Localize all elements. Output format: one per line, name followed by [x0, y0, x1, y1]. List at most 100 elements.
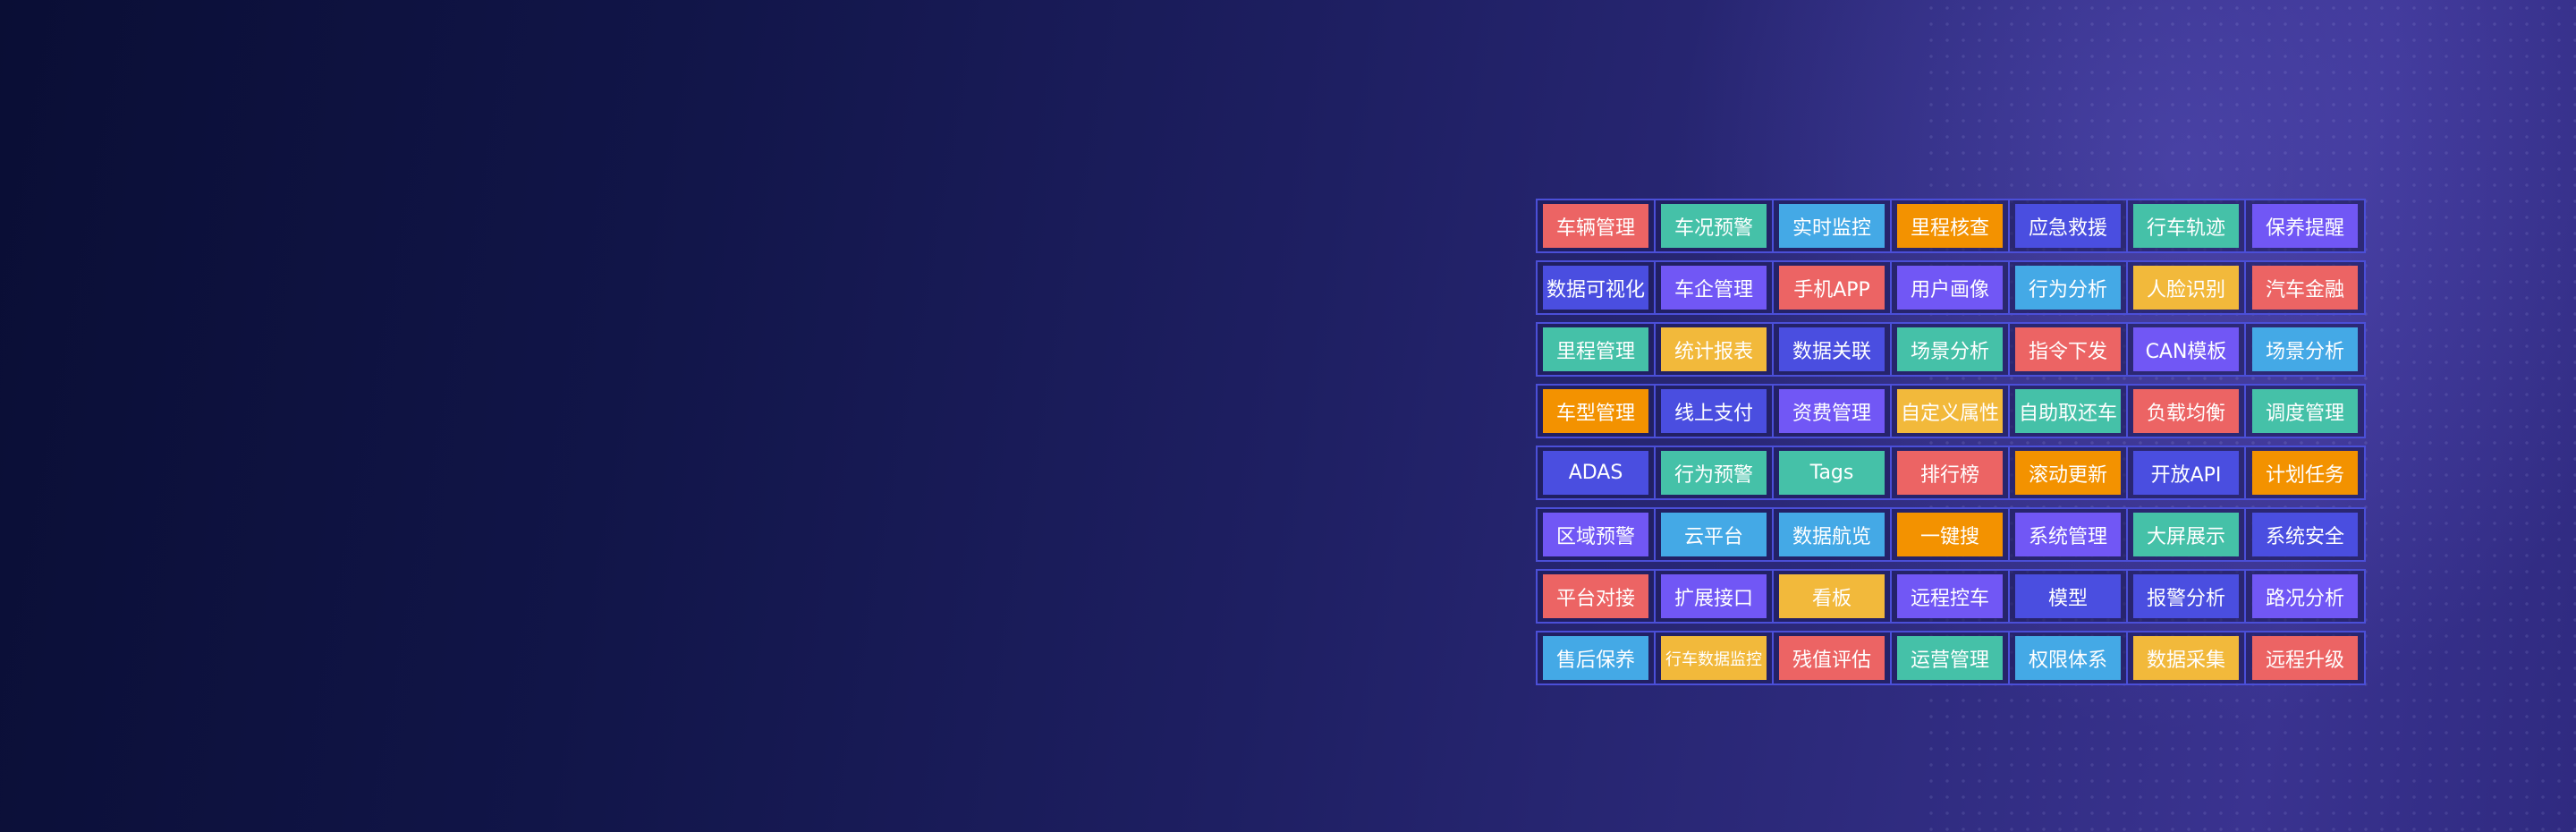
feature-tag[interactable]: 系统安全	[2252, 513, 2358, 556]
feature-tag[interactable]: 行车轨迹	[2133, 204, 2239, 248]
feature-tag[interactable]: 数据航览	[1779, 513, 1885, 556]
tag-cell: 远程控车	[1892, 571, 2010, 622]
tag-cell: 数据关联	[1774, 324, 1892, 375]
tag-cell: 大屏展示	[2128, 509, 2246, 560]
tag-cell: 车型管理	[1538, 386, 1656, 437]
feature-tag[interactable]: 车企管理	[1661, 266, 1767, 310]
feature-tag[interactable]: 云平台	[1661, 513, 1767, 556]
feature-tag[interactable]: 里程核查	[1897, 204, 2003, 248]
feature-tag[interactable]: 滚动更新	[2015, 451, 2121, 495]
tag-cell: 行为预警	[1656, 447, 1774, 498]
feature-tag[interactable]: 里程管理	[1543, 327, 1648, 371]
feature-tag[interactable]: 平台对接	[1543, 574, 1648, 618]
feature-tag[interactable]: 场景分析	[2252, 327, 2358, 371]
feature-tag[interactable]: 残值评估	[1779, 636, 1885, 680]
feature-tag[interactable]: 远程控车	[1897, 574, 2003, 618]
feature-tag[interactable]: 自助取还车	[2015, 389, 2121, 433]
tag-cell: 人脸识别	[2128, 262, 2246, 313]
tag-cell: 车辆管理	[1538, 200, 1656, 251]
feature-tag[interactable]: 用户画像	[1897, 266, 2003, 310]
feature-tag[interactable]: 大屏展示	[2133, 513, 2239, 556]
feature-tag[interactable]: 模型	[2015, 574, 2121, 618]
feature-tag[interactable]: 指令下发	[2015, 327, 2121, 371]
feature-tag[interactable]: 运营管理	[1897, 636, 2003, 680]
feature-tag[interactable]: 看板	[1779, 574, 1885, 618]
feature-tag[interactable]: 统计报表	[1661, 327, 1767, 371]
feature-tag[interactable]: 资费管理	[1779, 389, 1885, 433]
tag-cell: 线上支付	[1656, 386, 1774, 437]
feature-tag[interactable]: 车况预警	[1661, 204, 1767, 248]
tag-cell: 场景分析	[2246, 324, 2364, 375]
feature-tag[interactable]: 开放API	[2133, 451, 2239, 495]
feature-tag[interactable]: CAN模板	[2133, 327, 2239, 371]
tag-cell: 应急救援	[2010, 200, 2128, 251]
feature-tag[interactable]: ADAS	[1543, 451, 1648, 495]
tag-cell: 滚动更新	[2010, 447, 2128, 498]
feature-tag[interactable]: 远程升级	[2252, 636, 2358, 680]
tag-cell: 统计报表	[1656, 324, 1774, 375]
feature-tag[interactable]: Tags	[1779, 451, 1885, 495]
tag-cell: 运营管理	[1892, 632, 2010, 683]
feature-tag[interactable]: 汽车金融	[2252, 266, 2358, 310]
tag-row: ADAS 行为预警 Tags 排行榜 滚动更新 开放API 计划任务	[1536, 446, 2366, 500]
tag-cell: 行为分析	[2010, 262, 2128, 313]
tag-cell: 系统安全	[2246, 509, 2364, 560]
feature-tag[interactable]: 数据采集	[2133, 636, 2239, 680]
feature-tag[interactable]: 实时监控	[1779, 204, 1885, 248]
feature-tag[interactable]: 手机APP	[1779, 266, 1885, 310]
feature-tag[interactable]: 应急救援	[2015, 204, 2121, 248]
feature-tag[interactable]: 负载均衡	[2133, 389, 2239, 433]
feature-tag[interactable]: 车型管理	[1543, 389, 1648, 433]
tag-cell: 行车轨迹	[2128, 200, 2246, 251]
tag-cell: 指令下发	[2010, 324, 2128, 375]
tag-cell: 开放API	[2128, 447, 2246, 498]
tag-cell: 远程升级	[2246, 632, 2364, 683]
feature-tag[interactable]: 数据关联	[1779, 327, 1885, 371]
tag-cell: 场景分析	[1892, 324, 2010, 375]
tag-row: 平台对接 扩展接口 看板 远程控车 模型 报警分析 路况分析	[1536, 569, 2366, 624]
feature-tag[interactable]: 行为预警	[1661, 451, 1767, 495]
tag-cell: 系统管理	[2010, 509, 2128, 560]
tag-cell: 行车数据监控	[1656, 632, 1774, 683]
tag-cell: 里程核查	[1892, 200, 2010, 251]
tag-cell: 权限体系	[2010, 632, 2128, 683]
feature-tag[interactable]: 人脸识别	[2133, 266, 2239, 310]
tag-cell: 用户画像	[1892, 262, 2010, 313]
feature-tag[interactable]: 自定义属性	[1897, 389, 2003, 433]
tag-cell: 调度管理	[2246, 386, 2364, 437]
tag-cell: 保养提醒	[2246, 200, 2364, 251]
tag-cell: 计划任务	[2246, 447, 2364, 498]
feature-tag[interactable]: 报警分析	[2133, 574, 2239, 618]
feature-tag[interactable]: 一键搜	[1897, 513, 2003, 556]
feature-tag[interactable]: 路况分析	[2252, 574, 2358, 618]
feature-tag[interactable]: 保养提醒	[2252, 204, 2358, 248]
tag-row: 车型管理 线上支付 资费管理 自定义属性 自助取还车 负载均衡 调度管理	[1536, 384, 2366, 438]
feature-tag[interactable]: 车辆管理	[1543, 204, 1648, 248]
tag-cell: 车况预警	[1656, 200, 1774, 251]
feature-tag[interactable]: 权限体系	[2015, 636, 2121, 680]
feature-tag[interactable]: 行为分析	[2015, 266, 2121, 310]
feature-tag[interactable]: 排行榜	[1897, 451, 2003, 495]
feature-tag[interactable]: 场景分析	[1897, 327, 2003, 371]
tag-cell: 扩展接口	[1656, 571, 1774, 622]
tag-cell: 自助取还车	[2010, 386, 2128, 437]
tag-row: 售后保养 行车数据监控 残值评估 运营管理 权限体系 数据采集 远程升级	[1536, 631, 2366, 685]
tag-cell: 模型	[2010, 571, 2128, 622]
tag-row: 数据可视化 车企管理 手机APP 用户画像 行为分析 人脸识别 汽车金融	[1536, 260, 2366, 315]
feature-tag[interactable]: 线上支付	[1661, 389, 1767, 433]
tag-cell: 残值评估	[1774, 632, 1892, 683]
feature-tag[interactable]: 扩展接口	[1661, 574, 1767, 618]
feature-tag[interactable]: 数据可视化	[1543, 266, 1648, 310]
tag-cell: Tags	[1774, 447, 1892, 498]
feature-tag[interactable]: 售后保养	[1543, 636, 1648, 680]
tag-cell: 售后保养	[1538, 632, 1656, 683]
tag-cell: 数据采集	[2128, 632, 2246, 683]
feature-tag[interactable]: 调度管理	[2252, 389, 2358, 433]
feature-tag[interactable]: 系统管理	[2015, 513, 2121, 556]
tag-cell: 数据可视化	[1538, 262, 1656, 313]
feature-tag[interactable]: 区域预警	[1543, 513, 1648, 556]
tag-cell: 汽车金融	[2246, 262, 2364, 313]
feature-tag[interactable]: 计划任务	[2252, 451, 2358, 495]
feature-tag[interactable]: 行车数据监控	[1661, 636, 1767, 680]
tag-cell: 数据航览	[1774, 509, 1892, 560]
